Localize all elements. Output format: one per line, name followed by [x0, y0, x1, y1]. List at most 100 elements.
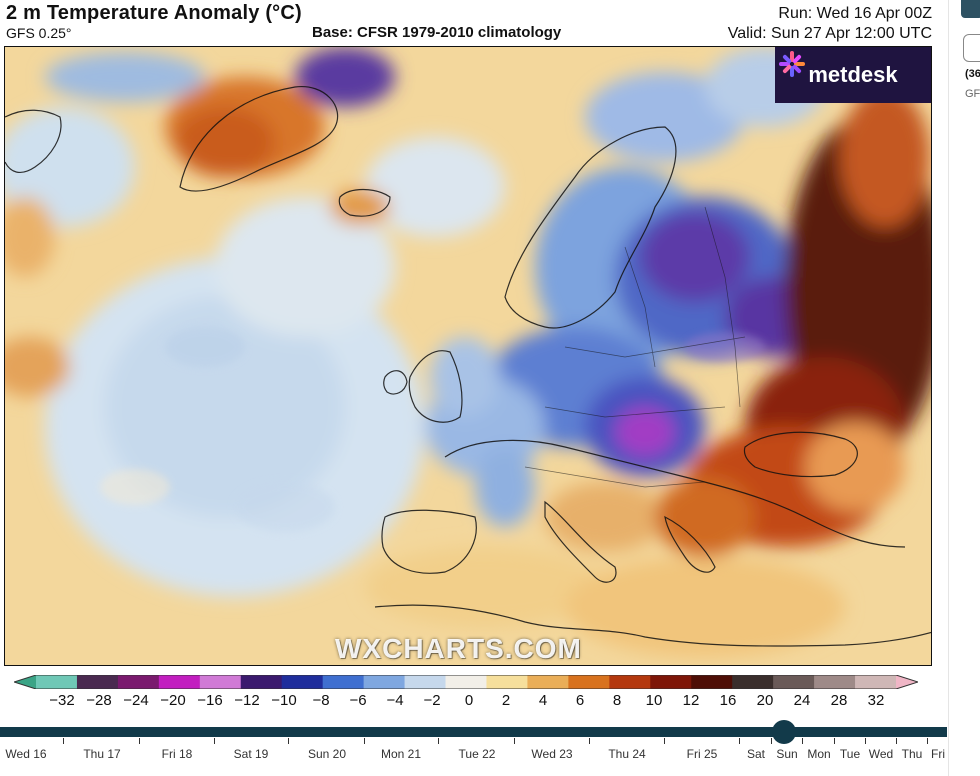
colorbar-segment: [322, 675, 365, 689]
timeline-day-label[interactable]: Wed: [868, 747, 894, 761]
colorbar-segment: [36, 675, 78, 689]
timeline-tick: [771, 738, 772, 744]
timeline-tick: [364, 738, 365, 744]
colorbar-segment: [363, 675, 406, 689]
colorbar-segment: [199, 675, 242, 689]
valid-time-label: Valid: Sun 27 Apr 12:00 UTC: [727, 25, 932, 42]
colorbar-segment: [691, 675, 733, 689]
timeline-day-labels: Wed 16 Thu 17 Fri 18 Sat 19 Sun 20 Mon 21 Tue …: [0, 738, 947, 768]
colorbar-segment: [281, 675, 324, 689]
colorbar-labels: −32 −28 −24 −20 −16 −12 −10 −8 −6 −4 −2 0 2 4 6 8 10 12 16…: [0, 692, 980, 714]
timeline-day-label[interactable]: Mon: [807, 747, 831, 761]
timeline-day-label[interactable]: Wed 16: [5, 747, 47, 761]
timeline-tick: [214, 738, 215, 744]
side-panel-button[interactable]: [963, 34, 980, 62]
colorbar-tick-label: −12: [234, 692, 260, 709]
timeline-tick: [865, 738, 866, 744]
colorbar-segment: [158, 675, 201, 689]
colorbar-tick-label: 12: [682, 692, 700, 709]
timeline-day-label[interactable]: Fri 18: [161, 747, 193, 761]
side-panel-tab[interactable]: [961, 0, 980, 18]
timeline-tick: [139, 738, 140, 744]
timeline-tick: [896, 738, 897, 744]
timeline-slider-track[interactable]: [0, 727, 947, 737]
timeline-slider-handle[interactable]: [772, 720, 796, 744]
side-panel-sublabel: GF: [965, 88, 980, 100]
model-label: GFS 0.25°: [6, 25, 72, 41]
timeline-tick: [802, 738, 803, 744]
colorbar-tick-label: 0: [464, 692, 474, 709]
timeline-day-label[interactable]: Fri: [931, 747, 945, 761]
colorbar-segment: [527, 675, 569, 689]
timeline-day-label[interactable]: Sat 19: [233, 747, 269, 761]
colorbar-tick-label: 2: [501, 692, 511, 709]
watermark-text: WXCHARTS.COM: [335, 633, 582, 664]
map-field: [5, 47, 931, 665]
colorbar-tick-label: 8: [612, 692, 622, 709]
colorbar-segment: [814, 675, 856, 689]
timeline-tick: [664, 738, 665, 744]
colorbar-segment: [773, 675, 815, 689]
colorbar-tick-label: −10: [271, 692, 297, 709]
colorbar-tick-label: −2: [423, 692, 441, 709]
colorbar-segment: [240, 675, 283, 689]
colorbar-segment: [404, 675, 447, 689]
colorbar-tick-label: 4: [538, 692, 548, 709]
colorbar-segment: [14, 675, 36, 689]
colorbar-tick-label: −24: [123, 692, 149, 709]
colorbar-tick-label: 28: [830, 692, 848, 709]
colorbar-tick-label: −4: [386, 692, 404, 709]
side-panel-label: (36: [965, 68, 980, 80]
timeline-tick: [63, 738, 64, 744]
colorbar-segment: [855, 675, 897, 689]
colorbar-segment: [486, 675, 529, 689]
timeline-day-label[interactable]: Thu 24: [608, 747, 646, 761]
timeline-day-label[interactable]: Tue 22: [458, 747, 496, 761]
timeline-tick: [514, 738, 515, 744]
climatology-base-label: Base: CFSR 1979-2010 climatology: [312, 24, 562, 41]
timeline-day-label[interactable]: Thu 17: [83, 747, 121, 761]
colorbar-tick-label: 32: [867, 692, 885, 709]
colorbar-tick-label: −16: [197, 692, 223, 709]
timeline-day-label[interactable]: Fri 25: [686, 747, 718, 761]
colorbar-tick-label: −28: [86, 692, 112, 709]
timeline-day-label[interactable]: Sun: [776, 747, 798, 761]
colorbar-tick-label: 10: [645, 692, 663, 709]
colorbar-tick-label: −20: [160, 692, 186, 709]
colorbar-segment: [76, 675, 119, 689]
side-panel: (36 GF: [948, 0, 980, 776]
colorbar-tick-label: 6: [575, 692, 585, 709]
colorbar-tick-label: −6: [349, 692, 367, 709]
timeline-day-label[interactable]: Tue: [839, 747, 861, 761]
timeline-day-label[interactable]: Thu: [901, 747, 923, 761]
timeline-tick: [834, 738, 835, 744]
colorbar-tick-label: −32: [49, 692, 75, 709]
colorbar-segment: [568, 675, 610, 689]
colorbar-segment: [117, 675, 160, 689]
temperature-anomaly-map[interactable]: metdesk WXCHARTS.COM: [4, 46, 932, 666]
timeline-tick: [438, 738, 439, 744]
colorbar-tick-label: −8: [312, 692, 330, 709]
colorbar-tick-label: 24: [793, 692, 811, 709]
timeline-tick: [288, 738, 289, 744]
timeline-day-label[interactable]: Sun 20: [307, 747, 347, 761]
colorbar-segment: [445, 675, 488, 689]
colorbar-segment: [896, 675, 918, 689]
metdesk-logo[interactable]: metdesk: [775, 47, 931, 103]
colorbar-tick-label: 16: [719, 692, 737, 709]
timeline-day-label[interactable]: Mon 21: [380, 747, 422, 761]
colorbar-segment: [650, 675, 692, 689]
colorbar-segment: [609, 675, 651, 689]
map-title: 2 m Temperature Anomaly (°C): [6, 2, 302, 24]
colorbar-tick-label: 20: [756, 692, 774, 709]
run-time-label: Run: Wed 16 Apr 00Z: [778, 5, 932, 22]
timeline-day-label[interactable]: Wed 23: [531, 747, 573, 761]
timeline-tick: [927, 738, 928, 744]
timeline-tick: [739, 738, 740, 744]
metdesk-logo-icon: [779, 51, 805, 77]
anomaly-colorbar: [14, 675, 918, 689]
metdesk-logo-text: metdesk: [808, 62, 898, 87]
timeline-tick: [589, 738, 590, 744]
colorbar-segment: [732, 675, 774, 689]
timeline-day-label[interactable]: Sat: [746, 747, 766, 761]
